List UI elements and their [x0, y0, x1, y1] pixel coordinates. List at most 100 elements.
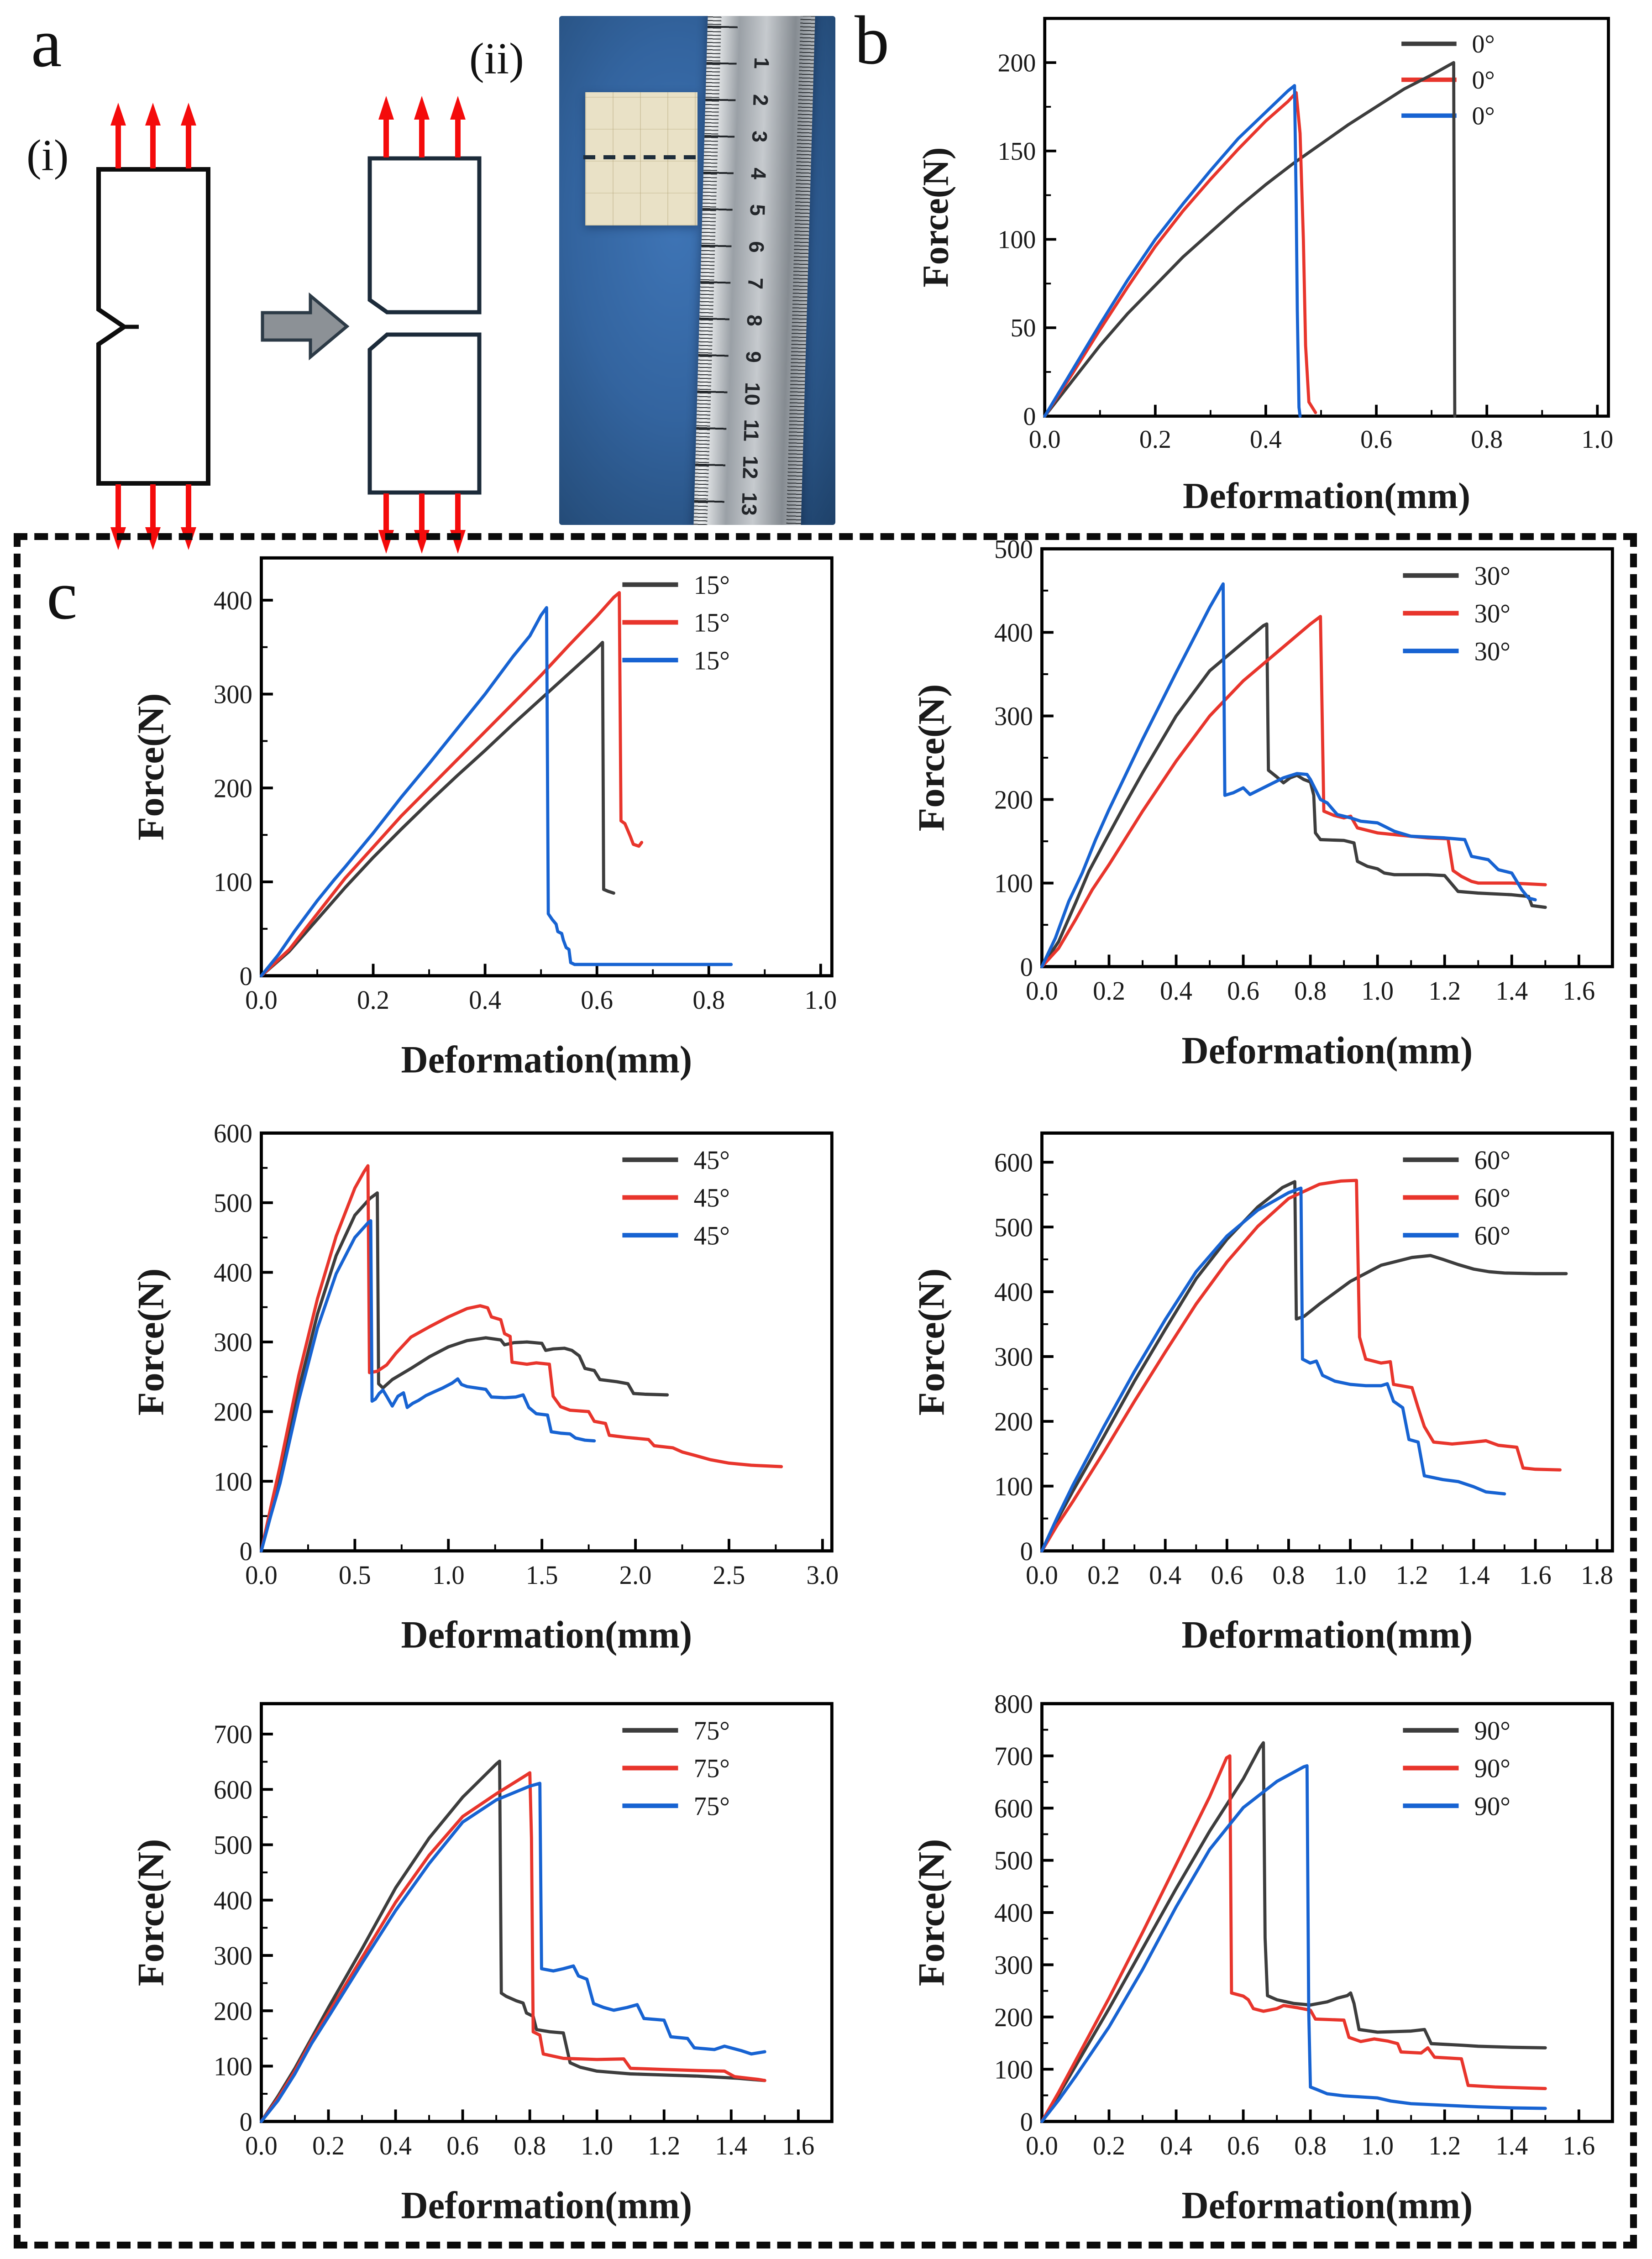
ruler-cm-ticks-icon — [693, 25, 738, 525]
ruler-number: 10 — [740, 382, 765, 406]
ruler-number: 8 — [742, 314, 767, 327]
y-axis-label: Force(N) — [915, 147, 956, 287]
x-tick-label: 0.4 — [379, 2131, 412, 2160]
ruler-number: 2 — [749, 94, 773, 106]
chart-0deg: 0.0 0.2 0.4 0.6 0.8 1.0 0 50 100 150 200 Deformatio… — [904, 0, 1652, 543]
specimen-photo: 1 2 3 4 5 6 7 8 9 10 11 12 13 — [559, 16, 835, 525]
y-tick-label: 0 — [1020, 1537, 1033, 1566]
y-tick-label: 100 — [997, 226, 1036, 254]
legend-label: 15° — [694, 571, 730, 600]
x-tick-label: 0.0 — [1026, 976, 1058, 1006]
x-axis-label: Deformation(mm) — [1182, 1614, 1473, 1656]
x-tick-label: 1.6 — [1563, 2131, 1595, 2160]
y-tick-label: 400 — [994, 1278, 1033, 1307]
legend-label: 0° — [1472, 102, 1495, 131]
x-tick-label: 0.2 — [1087, 1561, 1120, 1590]
legend-label: 45° — [694, 1184, 730, 1213]
series-line — [260, 1759, 766, 2123]
y-tick-label: 0 — [240, 2107, 252, 2137]
y-tick-label: 400 — [994, 618, 1033, 648]
x-tick-label: 0.6 — [446, 2131, 479, 2160]
chart-svg-deg60: 0.0 0.2 0.4 0.6 0.8 1.0 1.2 1.4 1.6 1.8 0 100 200 300… — [911, 1131, 1614, 1656]
ruler-number: 4 — [746, 167, 771, 180]
x-tick-label: 0.6 — [1227, 2131, 1259, 2160]
legend-label: 45° — [694, 1221, 730, 1251]
x-tick-label: 0.4 — [469, 985, 501, 1015]
photo-printed-specimen — [583, 92, 699, 225]
x-axis-label: Deformation(mm) — [401, 1614, 692, 1656]
panel-a-label: a — [31, 5, 62, 81]
y-tick-label: 200 — [214, 1398, 252, 1427]
y-tick-label: 300 — [994, 1342, 1033, 1372]
x-tick-label: 1.2 — [1428, 976, 1461, 1006]
y-tick-label: 200 — [214, 774, 252, 803]
x-tick-label: 1.5 — [526, 1561, 558, 1590]
y-tick-label: 500 — [994, 535, 1033, 564]
series-line — [1040, 1754, 1547, 2123]
process-arrow-icon — [261, 292, 350, 361]
x-tick-label: 0.0 — [1026, 1561, 1058, 1590]
y-tick-label: 100 — [994, 2055, 1033, 2085]
x-tick-label: 0.0 — [1026, 2131, 1058, 2160]
ruler-number: 13 — [737, 492, 762, 516]
x-tick-label: 0.6 — [1227, 976, 1259, 1006]
plot-frame — [260, 1702, 834, 2123]
x-tick-label: 0.4 — [1160, 976, 1192, 1006]
y-tick-label: 150 — [997, 137, 1036, 166]
series-line — [1040, 1186, 1506, 1553]
y-tick-label: 500 — [214, 1189, 252, 1218]
y-tick-label: 600 — [994, 1794, 1033, 1824]
y-tick-label: 700 — [214, 1720, 252, 1749]
series-line — [260, 591, 644, 978]
y-tick-label: 300 — [994, 702, 1033, 731]
y-tick-label: 200 — [994, 1407, 1033, 1436]
x-tick-label: 1.6 — [782, 2131, 814, 2160]
y-tick-label: 200 — [214, 1997, 252, 2026]
x-tick-label: 1.4 — [715, 2131, 747, 2160]
y-tick-label: 300 — [214, 680, 252, 709]
y-tick-label: 100 — [214, 868, 252, 897]
x-tick-label: 0.8 — [1294, 2131, 1327, 2160]
y-tick-label: 500 — [214, 1831, 252, 1860]
x-tick-label: 0.2 — [312, 2131, 345, 2160]
x-axis-label: Deformation(mm) — [1182, 2184, 1473, 2227]
x-tick-label: 0.6 — [1211, 1561, 1243, 1590]
series-line — [260, 606, 733, 978]
legend-label: 75° — [694, 1716, 730, 1745]
x-tick-label: 1.4 — [1458, 1561, 1490, 1590]
plot-frame — [1040, 1702, 1614, 2123]
x-tick-label: 1.2 — [1428, 2131, 1461, 2160]
y-axis-label: Force(N) — [911, 1268, 953, 1416]
plot-frame — [1040, 1131, 1614, 1553]
x-tick-label: 0.2 — [357, 985, 389, 1015]
fractured-arrows-top-icon — [378, 96, 466, 157]
x-tick-label: 0.8 — [1471, 425, 1503, 454]
x-tick-label: 0.2 — [1139, 425, 1171, 454]
y-tick-label: 600 — [994, 1148, 1033, 1178]
series-line — [1043, 84, 1302, 418]
x-tick-label: 0.0 — [245, 2131, 278, 2160]
x-tick-label: 0.8 — [1273, 1561, 1305, 1590]
x-tick-label: 0.4 — [1250, 425, 1282, 454]
y-tick-label: 300 — [214, 1328, 252, 1357]
y-tick-label: 700 — [994, 1742, 1033, 1771]
x-tick-label: 1.2 — [1396, 1561, 1428, 1590]
ruler-number: 6 — [745, 241, 769, 253]
y-tick-label: 50 — [1010, 314, 1036, 342]
panel-a-sub-i-label: (i) — [26, 131, 69, 180]
legend-label: 15° — [694, 646, 730, 676]
series-line — [260, 1771, 766, 2123]
x-axis-label: Deformation(mm) — [401, 1038, 692, 1081]
series-line — [260, 640, 615, 978]
legend-label: 60° — [1474, 1221, 1510, 1251]
ruler-number: 9 — [741, 351, 766, 363]
x-tick-label: 1.6 — [1563, 976, 1595, 1006]
series-line — [1040, 1741, 1547, 2123]
y-tick-label: 100 — [214, 1467, 252, 1496]
photo-ruler: 1 2 3 4 5 6 7 8 9 10 11 12 13 — [693, 16, 815, 525]
series-line — [1040, 582, 1537, 969]
y-tick-label: 0 — [240, 962, 252, 991]
x-tick-label: 0.8 — [514, 2131, 546, 2160]
series-line — [260, 1164, 783, 1553]
y-tick-label: 800 — [994, 1690, 1033, 1719]
